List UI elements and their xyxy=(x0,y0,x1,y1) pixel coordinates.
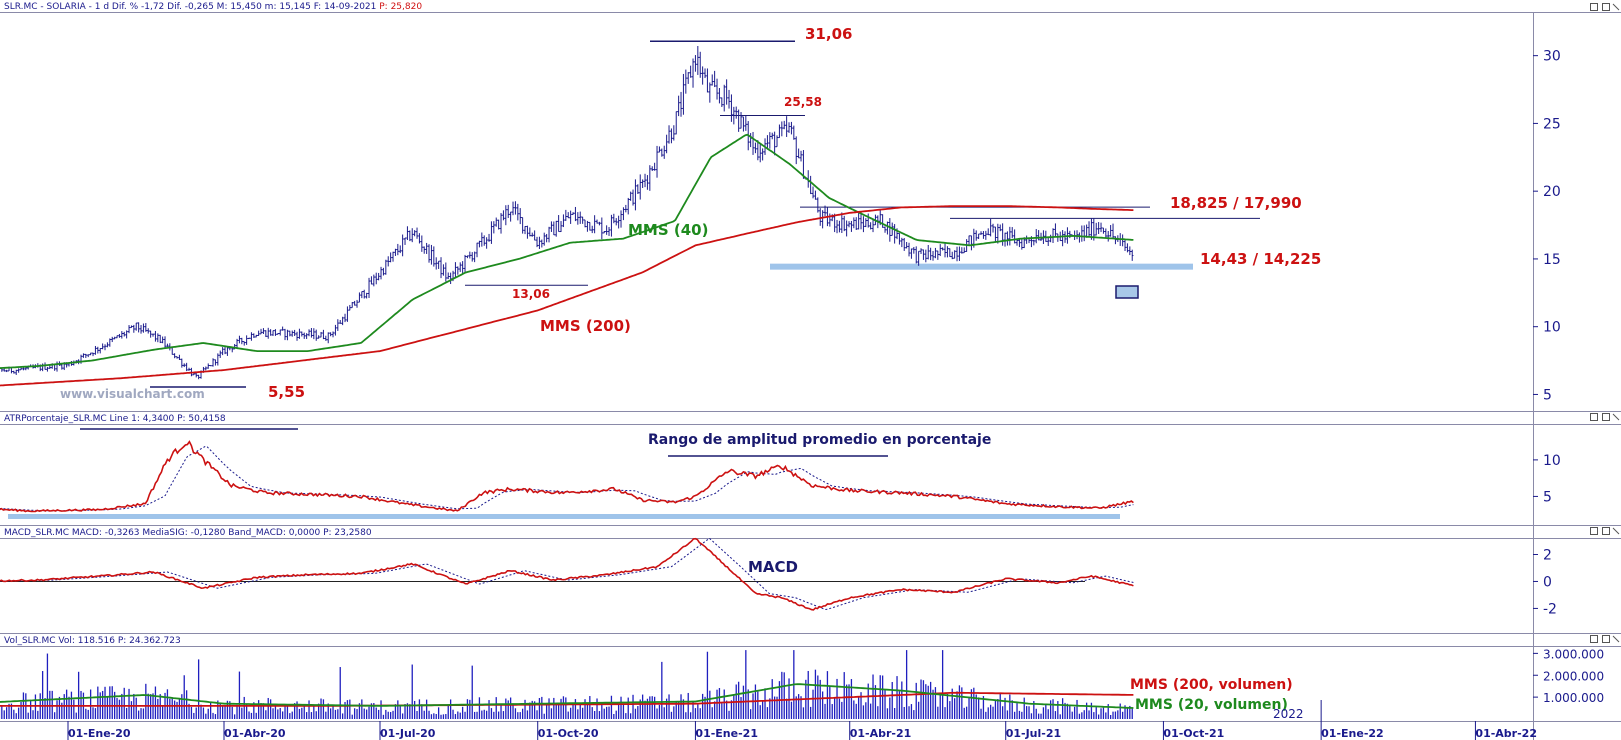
macd-signal-line xyxy=(0,537,1134,611)
macd-panel-window-controls[interactable] xyxy=(1590,527,1620,535)
atr-signal-line xyxy=(0,445,1134,512)
annotation-resistance: 18,825 / 17,990 xyxy=(1170,194,1302,212)
watermark: www.visualchart.com xyxy=(60,387,205,401)
vol-axis-tick-label: 1.000.000 xyxy=(1543,691,1604,705)
date-tick-label: 01-Abr-20 xyxy=(224,727,286,740)
date-tick-label: 01-Abr-21 xyxy=(850,727,912,740)
atr-panel-window-controls[interactable] xyxy=(1590,413,1620,421)
price-axis-tick-label: 25 xyxy=(1543,116,1561,132)
annotation-high2: 25,58 xyxy=(784,95,822,109)
minimize-icon[interactable] xyxy=(1590,527,1598,535)
vol-axis-tick-label: 3.000.000 xyxy=(1543,647,1604,661)
maximize-icon[interactable] xyxy=(1602,3,1610,11)
macd-axis-tick-label: -2 xyxy=(1543,601,1557,617)
date-tick-label: 01-Oct-20 xyxy=(538,727,599,740)
axes: 5101520253051020-21.000.0002.000.0003.00… xyxy=(67,49,1604,740)
annotation-low-pre: 13,06 xyxy=(512,287,550,301)
date-tick-label: 01-Abr-22 xyxy=(1475,727,1537,740)
atr-axis-tick-label: 10 xyxy=(1543,453,1561,469)
year-marker-2022: 2022 xyxy=(1273,707,1304,721)
price-axis-tick-label: 15 xyxy=(1543,252,1561,268)
label-vol-mms200: MMS (200, volumen) xyxy=(1130,677,1293,693)
maximize-icon[interactable] xyxy=(1602,527,1610,535)
date-tick-label: 01-Ene-22 xyxy=(1321,727,1384,740)
date-tick-label: 01-Jul-20 xyxy=(380,727,436,740)
panel-frames xyxy=(0,12,1621,740)
close-icon[interactable] xyxy=(1612,635,1620,643)
atr-base-band xyxy=(8,514,1120,519)
vol-panel-window-controls[interactable] xyxy=(1590,635,1620,643)
macd-panel-header: MACD_SLR.MC MACD: -0,3263 MediaSIG: -0,1… xyxy=(4,528,372,538)
price-axis-tick-label: 10 xyxy=(1543,320,1561,336)
mms200-line xyxy=(0,205,1134,387)
price-panel-header: SLR.MC - SOLARIA - 1 d Dif. % -1,72 Dif.… xyxy=(4,2,422,12)
date-tick-label: 01-Oct-21 xyxy=(1163,727,1224,740)
atr-panel-header: ATRPorcentaje_SLR.MC Line 1: 4,3400 P: 5… xyxy=(4,414,226,424)
vol-mms200-line xyxy=(0,691,1134,707)
macd-axis-tick-label: 0 xyxy=(1543,574,1552,590)
chart-widget-icon[interactable] xyxy=(1115,285,1139,299)
date-tick-label: 01-Ene-21 xyxy=(695,727,758,740)
vol-axis-tick-label: 2.000.000 xyxy=(1543,669,1604,683)
maximize-icon[interactable] xyxy=(1602,413,1610,421)
minimize-icon[interactable] xyxy=(1590,3,1598,11)
close-icon[interactable] xyxy=(1612,3,1620,11)
atr-title: Rango de amplitud promedio en porcentaje xyxy=(648,432,991,448)
annotation-support: 14,43 / 14,225 xyxy=(1200,250,1321,268)
price-axis-tick-label: 20 xyxy=(1543,184,1561,200)
macd-line xyxy=(0,537,1134,611)
annotation-high: 31,06 xyxy=(805,25,852,43)
macd-axis-tick-label: 2 xyxy=(1543,547,1552,563)
atr-line xyxy=(0,440,1134,513)
macd-panel xyxy=(0,537,1134,611)
minimize-icon[interactable] xyxy=(1590,635,1598,643)
minimize-icon[interactable] xyxy=(1590,413,1598,421)
atr-panel xyxy=(0,428,1134,519)
support-band xyxy=(770,263,1193,270)
label-mms40: MMS (40) xyxy=(628,221,708,239)
mms40-line xyxy=(0,133,1134,369)
date-tick-label: 01-Ene-20 xyxy=(68,727,131,740)
volume-panel xyxy=(0,650,1134,719)
close-icon[interactable] xyxy=(1612,527,1620,535)
vol-mms20-line xyxy=(0,683,1134,709)
annotation-low: 5,55 xyxy=(268,383,305,401)
label-mms200: MMS (200) xyxy=(540,317,631,335)
vol-panel-header: Vol_SLR.MC Vol: 118.516 P: 24.362.723 xyxy=(4,636,181,646)
label-vol-mms20: MMS (20, volumen) xyxy=(1135,697,1288,713)
price-panel-last: P: 25,820 xyxy=(379,2,422,12)
maximize-icon[interactable] xyxy=(1602,635,1610,643)
price-panel-window-controls[interactable] xyxy=(1590,3,1620,11)
close-icon[interactable] xyxy=(1612,413,1620,421)
price-axis-tick-label: 30 xyxy=(1543,49,1561,65)
macd-title: MACD xyxy=(748,558,798,576)
atr-axis-tick-label: 5 xyxy=(1543,489,1552,505)
date-tick-label: 01-Jul-21 xyxy=(1006,727,1061,740)
price-axis-tick-label: 5 xyxy=(1543,387,1552,403)
price-panel xyxy=(0,40,1260,388)
